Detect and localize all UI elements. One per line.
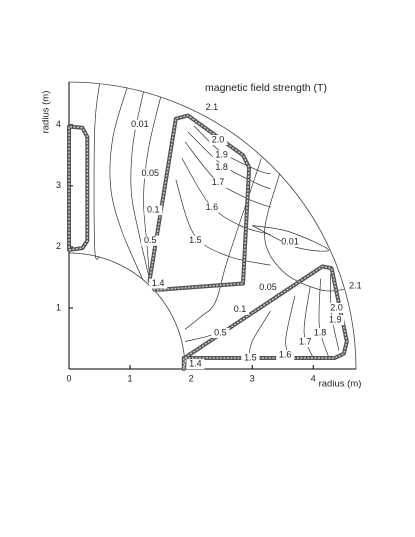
contour-label: 0.05 [259, 282, 277, 292]
contour-label-bg [310, 327, 329, 338]
contour-label-bg [149, 278, 168, 289]
contour-label: 0.5 [144, 235, 157, 245]
contour-label: 1.7 [299, 337, 312, 347]
contour-label: 0.01 [281, 236, 299, 246]
contour-line [143, 97, 161, 285]
contour-label-bg [296, 337, 315, 348]
contour-label-bg [211, 327, 230, 338]
contour-label: 1.5 [189, 235, 202, 245]
coil [147, 113, 252, 292]
contour-label: 0.1 [234, 304, 247, 314]
y-tick-label: 2 [56, 241, 61, 251]
contour-label-bg [241, 353, 260, 364]
contour-line [318, 278, 329, 357]
y-tick-label: 3 [56, 180, 61, 190]
contour-label-bg [230, 304, 249, 315]
contour-line [109, 88, 143, 279]
domain-arc [68, 252, 186, 370]
contour-label-bg [276, 349, 295, 360]
contour-label-bg [130, 119, 149, 130]
contour-label: 1.6 [206, 202, 219, 212]
contour-line [93, 83, 100, 260]
x-tick-label: 2 [189, 373, 194, 383]
x-tick-label: 0 [66, 373, 71, 383]
coil-hatch [148, 114, 250, 291]
contour-label-bg [186, 359, 205, 370]
contour-label-bg [202, 202, 221, 213]
contour-label: 1.9 [215, 150, 228, 160]
contour-line [187, 131, 271, 190]
contour-label-bg [212, 162, 231, 173]
y-axis-title: radius (m) [41, 91, 52, 134]
contour-line [193, 125, 271, 174]
domain-arc [68, 81, 357, 370]
contour-label: 0.5 [214, 327, 227, 337]
contour-label-bg [212, 150, 231, 161]
x-tick-label: 4 [311, 373, 316, 383]
contour-label-bg [208, 135, 227, 146]
contour-label: 2.1 [349, 280, 362, 290]
contour-label-bg [202, 102, 221, 113]
contour-label: 0.05 [141, 168, 159, 178]
contour-line [175, 179, 271, 266]
contour-line [184, 141, 271, 208]
contour-line [264, 173, 344, 292]
contour-label-bg [141, 168, 160, 179]
contour-label: 1.4 [152, 278, 165, 288]
contour-line [303, 286, 314, 359]
contour-line [184, 158, 262, 330]
contour-label-bg [141, 235, 160, 246]
contour-label: 1.4 [189, 358, 202, 368]
contour-label: 1.8 [314, 327, 327, 337]
contour-label: 0.1 [147, 205, 160, 215]
contour-label-bg [326, 315, 345, 326]
contour-label: 1.9 [329, 315, 342, 325]
contour-label: 2.0 [330, 302, 343, 312]
contour-line [181, 158, 271, 235]
contour-label-bg [208, 177, 227, 188]
x-tick-label: 3 [250, 373, 255, 383]
coil-hatch [68, 125, 89, 251]
contour-label: 1.7 [212, 177, 225, 187]
contour-label: 1.6 [279, 349, 292, 359]
contour-label-bg [346, 280, 365, 291]
contour-label-bg [281, 236, 300, 247]
y-tick-label: 1 [56, 302, 61, 312]
x-tick-label: 1 [128, 373, 133, 383]
chart-title: magnetic field strength (T) [205, 82, 327, 94]
contour-label-bg [186, 235, 205, 246]
contour-line [248, 310, 271, 359]
contour-label: 2.1 [206, 102, 219, 112]
y-tick-label: 4 [56, 119, 61, 129]
contour-line [330, 274, 340, 351]
contour-label-bg [259, 282, 278, 293]
contour-label: 2.0 [212, 134, 225, 144]
contour-label: 0.01 [131, 119, 149, 129]
coil [67, 124, 90, 252]
x-axis-title: radius (m) [319, 379, 362, 390]
coil-hatch [183, 265, 348, 370]
contour-label-bg [327, 302, 346, 313]
contour-label: 1.5 [244, 352, 257, 362]
contour-label-bg [144, 205, 163, 216]
contour-label: 1.8 [215, 162, 228, 172]
